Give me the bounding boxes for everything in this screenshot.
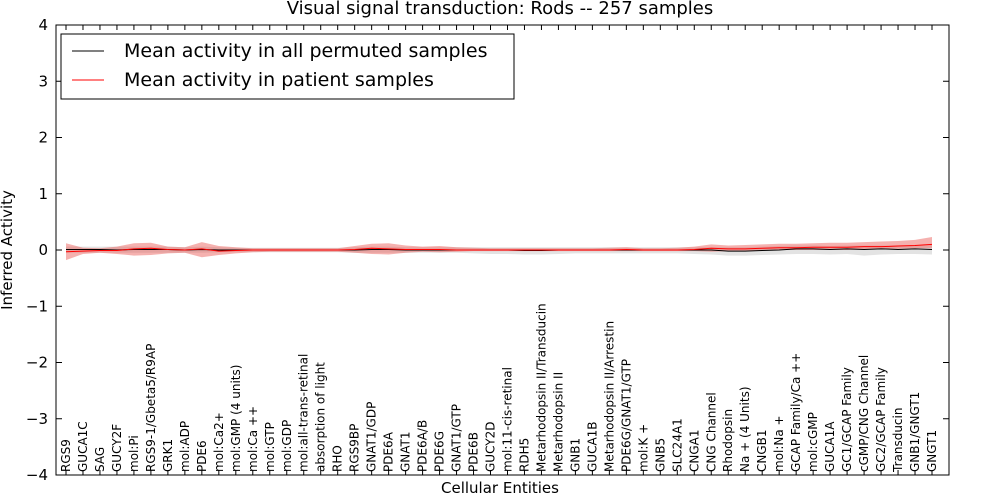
x-tick-label: PDE6A/B bbox=[416, 420, 430, 472]
x-tick-label: PDE6G bbox=[433, 431, 447, 472]
x-tick-label: Metarhodopsin II bbox=[551, 372, 565, 472]
x-tick-label: GCAP Family/Ca ++ bbox=[789, 353, 803, 472]
x-tick-label: mol:all-trans-retinal bbox=[297, 354, 311, 472]
x-tick-label: Metarhodopsin II/Arrestin bbox=[602, 321, 616, 472]
x-tick-label: PDE6G/GNAT1/GTP bbox=[619, 359, 633, 472]
x-tick-label: mol:Ca2+ bbox=[212, 412, 226, 472]
x-tick-label: GNAT1/GDP bbox=[365, 402, 379, 472]
y-tick-label: 0 bbox=[38, 241, 48, 259]
x-tick-label: GRK1 bbox=[161, 439, 175, 472]
x-tick-label: GUCY2D bbox=[484, 422, 498, 472]
x-tick-label: GC2/GCAP Family bbox=[874, 367, 888, 472]
x-tick-label: cGMP/CNG Channel bbox=[857, 355, 871, 472]
x-tick-label: mol:Na + bbox=[772, 415, 786, 472]
x-tick-label: GNB1/GNGT1 bbox=[908, 392, 922, 472]
y-tick-label: −2 bbox=[26, 354, 48, 372]
x-tick-label: RGS9BP bbox=[348, 424, 362, 472]
x-tick-label: PDE6A bbox=[382, 431, 396, 472]
x-tick-label: RGS9 bbox=[59, 439, 73, 472]
x-tick-label: RHO bbox=[331, 445, 345, 472]
x-tick-label: PDE6 bbox=[195, 440, 209, 472]
x-tick-label: GNAT1 bbox=[399, 431, 413, 472]
x-tick-label: mol:Ca ++ bbox=[246, 406, 260, 472]
y-tick-label: 3 bbox=[38, 72, 48, 90]
x-axis-label: Cellular Entities bbox=[441, 479, 559, 497]
legend-label-2: Mean activity in patient samples bbox=[124, 69, 434, 91]
x-tick-label: mol:K + bbox=[636, 424, 650, 472]
y-tick-label: −1 bbox=[26, 297, 48, 315]
x-tick-label: mol:11-cis-retinal bbox=[500, 367, 514, 472]
y-tick-label: −4 bbox=[26, 466, 48, 484]
legend-label-1: Mean activity in all permuted samples bbox=[124, 40, 487, 62]
x-tick-label: CNGB1 bbox=[755, 429, 769, 472]
x-tick-label: mol:cGMP bbox=[806, 412, 820, 472]
y-tick-label: −3 bbox=[26, 410, 48, 428]
x-tick-label: GUCA1A bbox=[823, 421, 837, 472]
x-tick-label: CNG Channel bbox=[704, 392, 718, 472]
legend-box bbox=[60, 33, 515, 100]
x-tick-label: mol:GMP (4 units) bbox=[229, 365, 243, 472]
x-tick-label: Metarhodopsin II/Transducin bbox=[534, 303, 548, 472]
x-tick-label: GUCA1B bbox=[585, 421, 599, 472]
x-tick-label: SLC24A1 bbox=[670, 418, 684, 472]
x-tick-label: SAG bbox=[93, 447, 107, 472]
x-tick-label: RDH5 bbox=[517, 438, 531, 472]
x-tick-label: mol:GTP bbox=[263, 422, 277, 472]
x-tick-label: mol:Pi bbox=[127, 435, 141, 472]
x-tick-label: GNGT1 bbox=[925, 430, 939, 472]
x-tick-label: PDE6B bbox=[467, 432, 481, 472]
x-tick-label: GNB5 bbox=[653, 438, 667, 472]
x-tick-label: mol:GDP bbox=[280, 420, 294, 472]
x-tick-label: CNGA1 bbox=[687, 430, 701, 473]
y-tick-label: 4 bbox=[38, 16, 48, 34]
x-tick-label: Transducin bbox=[891, 408, 905, 473]
x-tick-label: Na + (4 Units) bbox=[738, 386, 752, 472]
x-tick-label: GUCY2F bbox=[110, 424, 124, 472]
chart-title: Visual signal transduction: Rods -- 257 … bbox=[287, 0, 714, 19]
series-band-2 bbox=[66, 237, 932, 261]
x-tick-label: GC1/GCAP Family bbox=[840, 367, 854, 472]
legend: Mean activity in all permuted samples Mea… bbox=[60, 33, 515, 100]
x-tick-label: mol:ADP bbox=[178, 421, 192, 472]
x-tick-label: RGS9-1/Gbeta5/R9AP bbox=[144, 344, 158, 472]
x-tick-label: GNAT1/GTP bbox=[450, 404, 464, 472]
series-line-2 bbox=[65, 243, 933, 253]
y-tick-label: 2 bbox=[38, 129, 48, 147]
y-tick-label: 1 bbox=[38, 185, 48, 203]
x-tick-label: absorption of light bbox=[314, 362, 328, 472]
y-axis-label: Inferred Activity bbox=[0, 190, 16, 310]
x-tick-label: GUCA1C bbox=[76, 421, 90, 472]
x-tick-label: Rhodopsin bbox=[721, 409, 735, 472]
x-tick-label: GNB1 bbox=[568, 438, 582, 472]
